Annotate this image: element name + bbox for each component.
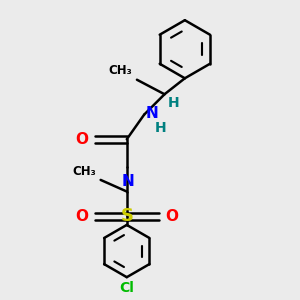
Text: O: O bbox=[165, 209, 178, 224]
Text: N: N bbox=[122, 174, 135, 189]
Text: CH₃: CH₃ bbox=[73, 165, 96, 178]
Text: H: H bbox=[168, 96, 180, 110]
Text: CH₃: CH₃ bbox=[109, 64, 133, 77]
Text: Cl: Cl bbox=[119, 281, 134, 295]
Text: O: O bbox=[75, 209, 88, 224]
Text: N: N bbox=[146, 106, 158, 121]
Text: O: O bbox=[75, 132, 88, 147]
Text: S: S bbox=[120, 207, 133, 225]
Text: H: H bbox=[155, 121, 167, 135]
